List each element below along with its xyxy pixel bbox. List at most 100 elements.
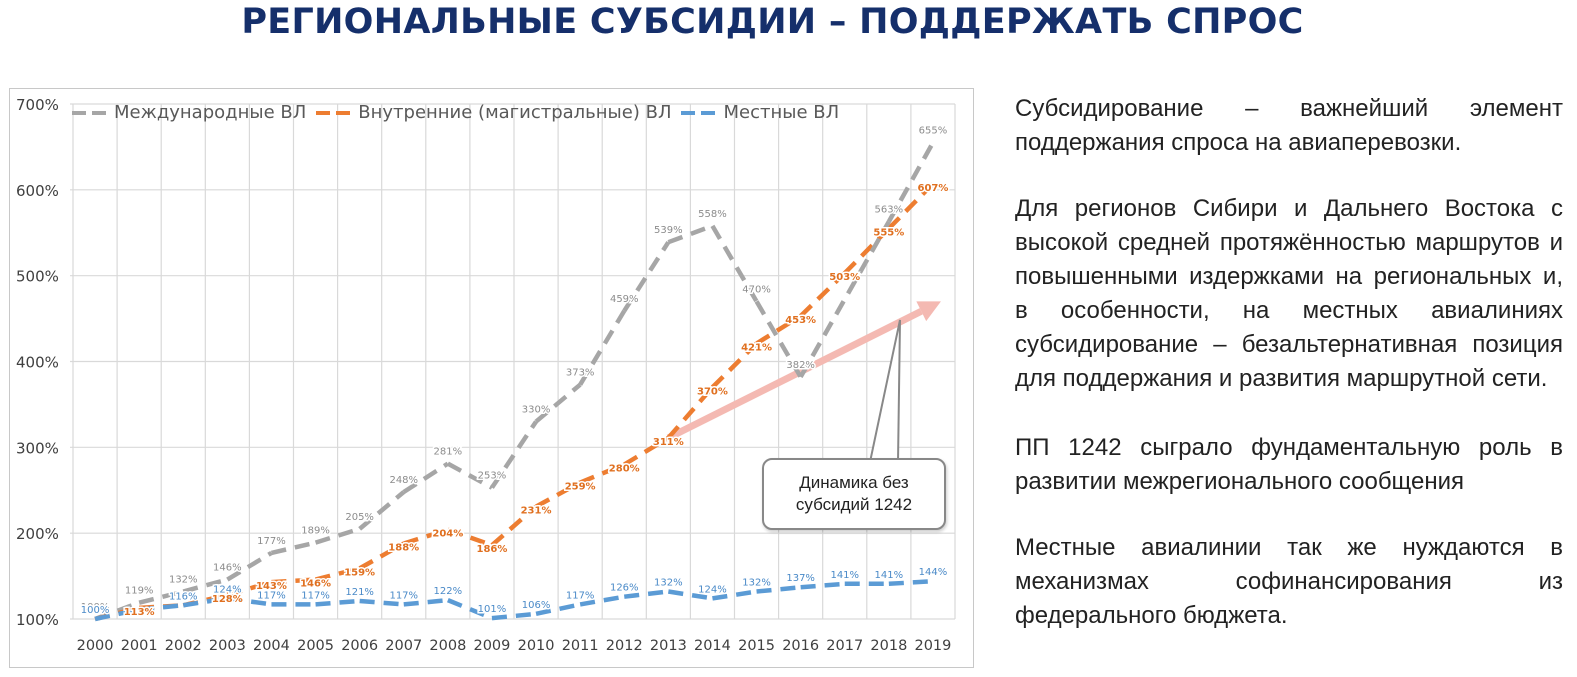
y-tick-label: 400%: [16, 354, 59, 372]
data-label: 188%: [388, 542, 419, 553]
data-label: 231%: [521, 506, 552, 517]
data-label: 117%: [566, 590, 595, 601]
series-segment-0: [182, 577, 228, 594]
x-tick-label: 2010: [518, 638, 555, 654]
data-label: 100%: [81, 605, 110, 616]
data-label: 370%: [697, 386, 728, 397]
x-tick-label: 2002: [165, 638, 202, 654]
x-tick-label: 2008: [429, 638, 466, 654]
x-tick-label: 2009: [473, 638, 510, 654]
series-segment-0: [226, 550, 273, 582]
chart-legend: Международные ВЛ Внутренние (магистральн…: [70, 102, 847, 123]
x-tick-label: 2017: [826, 638, 863, 654]
data-label: 655%: [919, 126, 948, 137]
x-tick-label: 2005: [297, 638, 334, 654]
data-label: 280%: [609, 464, 640, 475]
series-segment-2: [623, 589, 669, 599]
series-segment-1: [447, 527, 493, 548]
data-label: 558%: [698, 209, 727, 220]
data-label: 143%: [256, 581, 287, 592]
x-tick-label: 2013: [650, 638, 687, 654]
data-label: 126%: [610, 583, 639, 594]
data-label: 100%: [81, 602, 110, 613]
legend-item-domestic: Внутренние (магистральные) ВЛ: [314, 102, 671, 123]
data-label: 539%: [654, 225, 683, 236]
x-tick-label: 2014: [694, 638, 731, 654]
data-label: 122%: [434, 586, 463, 597]
series-segment-1: [490, 504, 538, 547]
series-segment-1: [710, 341, 759, 389]
y-tick-label: 700%: [16, 96, 59, 114]
y-tick-label: 600%: [16, 182, 59, 200]
data-label: 470%: [742, 284, 771, 295]
x-tick-label: 2006: [341, 638, 378, 654]
data-label: 124%: [213, 584, 242, 595]
series-segment-2: [403, 597, 449, 607]
series-segment-2: [800, 581, 845, 590]
series-segment-0: [446, 461, 494, 490]
y-tick-label: 300%: [16, 439, 59, 457]
annotation-arrow-head: [916, 301, 941, 322]
side-text-block: Субсидирование – важнейший элемент подде…: [1015, 92, 1563, 665]
data-label: 144%: [919, 567, 948, 578]
legend-item-local: Местные ВЛ: [679, 102, 839, 123]
series-segment-1: [358, 541, 405, 571]
side-paragraph-2: Для регионов Сибири и Дальнего Востока с…: [1015, 195, 1563, 392]
series-segment-2: [491, 611, 537, 621]
data-label: 146%: [213, 563, 242, 574]
data-label: 116%: [169, 591, 198, 602]
series-segment-2: [182, 596, 228, 608]
data-label: 311%: [653, 437, 684, 448]
data-label: 204%: [432, 529, 463, 540]
series-segment-1: [226, 579, 273, 598]
side-paragraph-3: ПП 1242 сыграло фундаментальную роль в р…: [1015, 434, 1563, 495]
series-segment-0: [710, 224, 759, 303]
data-label: 117%: [301, 590, 330, 601]
data-label: 119%: [125, 586, 154, 597]
series-segment-1: [799, 271, 847, 318]
x-tick-label: 2007: [385, 638, 422, 654]
series-segment-1: [534, 480, 582, 509]
chart-frame: [9, 88, 974, 668]
data-label: 101%: [478, 604, 507, 615]
data-label: 281%: [434, 447, 463, 458]
legend-swatch-domestic: [314, 106, 354, 120]
x-tick-label: 2001: [121, 638, 158, 654]
data-label: 146%: [300, 579, 331, 590]
data-label: 503%: [829, 272, 860, 283]
data-label: 117%: [389, 590, 418, 601]
data-label: 141%: [830, 570, 859, 581]
x-tick-label: 2011: [562, 638, 599, 654]
page-title: РЕГИОНАЛЬНЫЕ СУБСИДИИ – ПОДДЕРЖАТЬ СПРОС: [241, 2, 1304, 42]
series-segment-2: [888, 578, 934, 587]
x-tick-label: 2000: [77, 638, 114, 654]
series-segment-1: [271, 577, 316, 585]
y-tick-label: 500%: [16, 268, 59, 286]
series-segment-2: [315, 598, 360, 607]
series-segment-2: [359, 598, 404, 607]
series-segment-0: [886, 141, 935, 223]
y-tick-label: 200%: [16, 525, 59, 543]
data-label: 459%: [610, 294, 639, 305]
series-segment-2: [535, 602, 581, 617]
legend-label-domestic: Внутренние (магистральные) ВЛ: [358, 102, 672, 123]
data-label: 248%: [389, 475, 418, 486]
x-tick-label: 2015: [738, 638, 775, 654]
series-segment-1: [314, 566, 361, 582]
data-label: 132%: [742, 578, 771, 589]
series-segment-1: [887, 182, 935, 231]
series-segment-0: [138, 589, 184, 605]
series-segment-0: [798, 220, 891, 379]
series-segment-1: [623, 435, 670, 467]
data-label: 205%: [345, 512, 374, 523]
series-segment-2: [94, 607, 140, 622]
series-segment-0: [402, 461, 450, 494]
data-label: 563%: [875, 205, 904, 216]
data-label: 113%: [124, 607, 155, 618]
data-label: 106%: [522, 600, 551, 611]
data-label: 555%: [873, 227, 904, 238]
series-segment-2: [138, 603, 184, 612]
series-segment-0: [622, 240, 671, 313]
data-label: 137%: [786, 573, 815, 584]
x-tick-label: 2012: [606, 638, 643, 654]
